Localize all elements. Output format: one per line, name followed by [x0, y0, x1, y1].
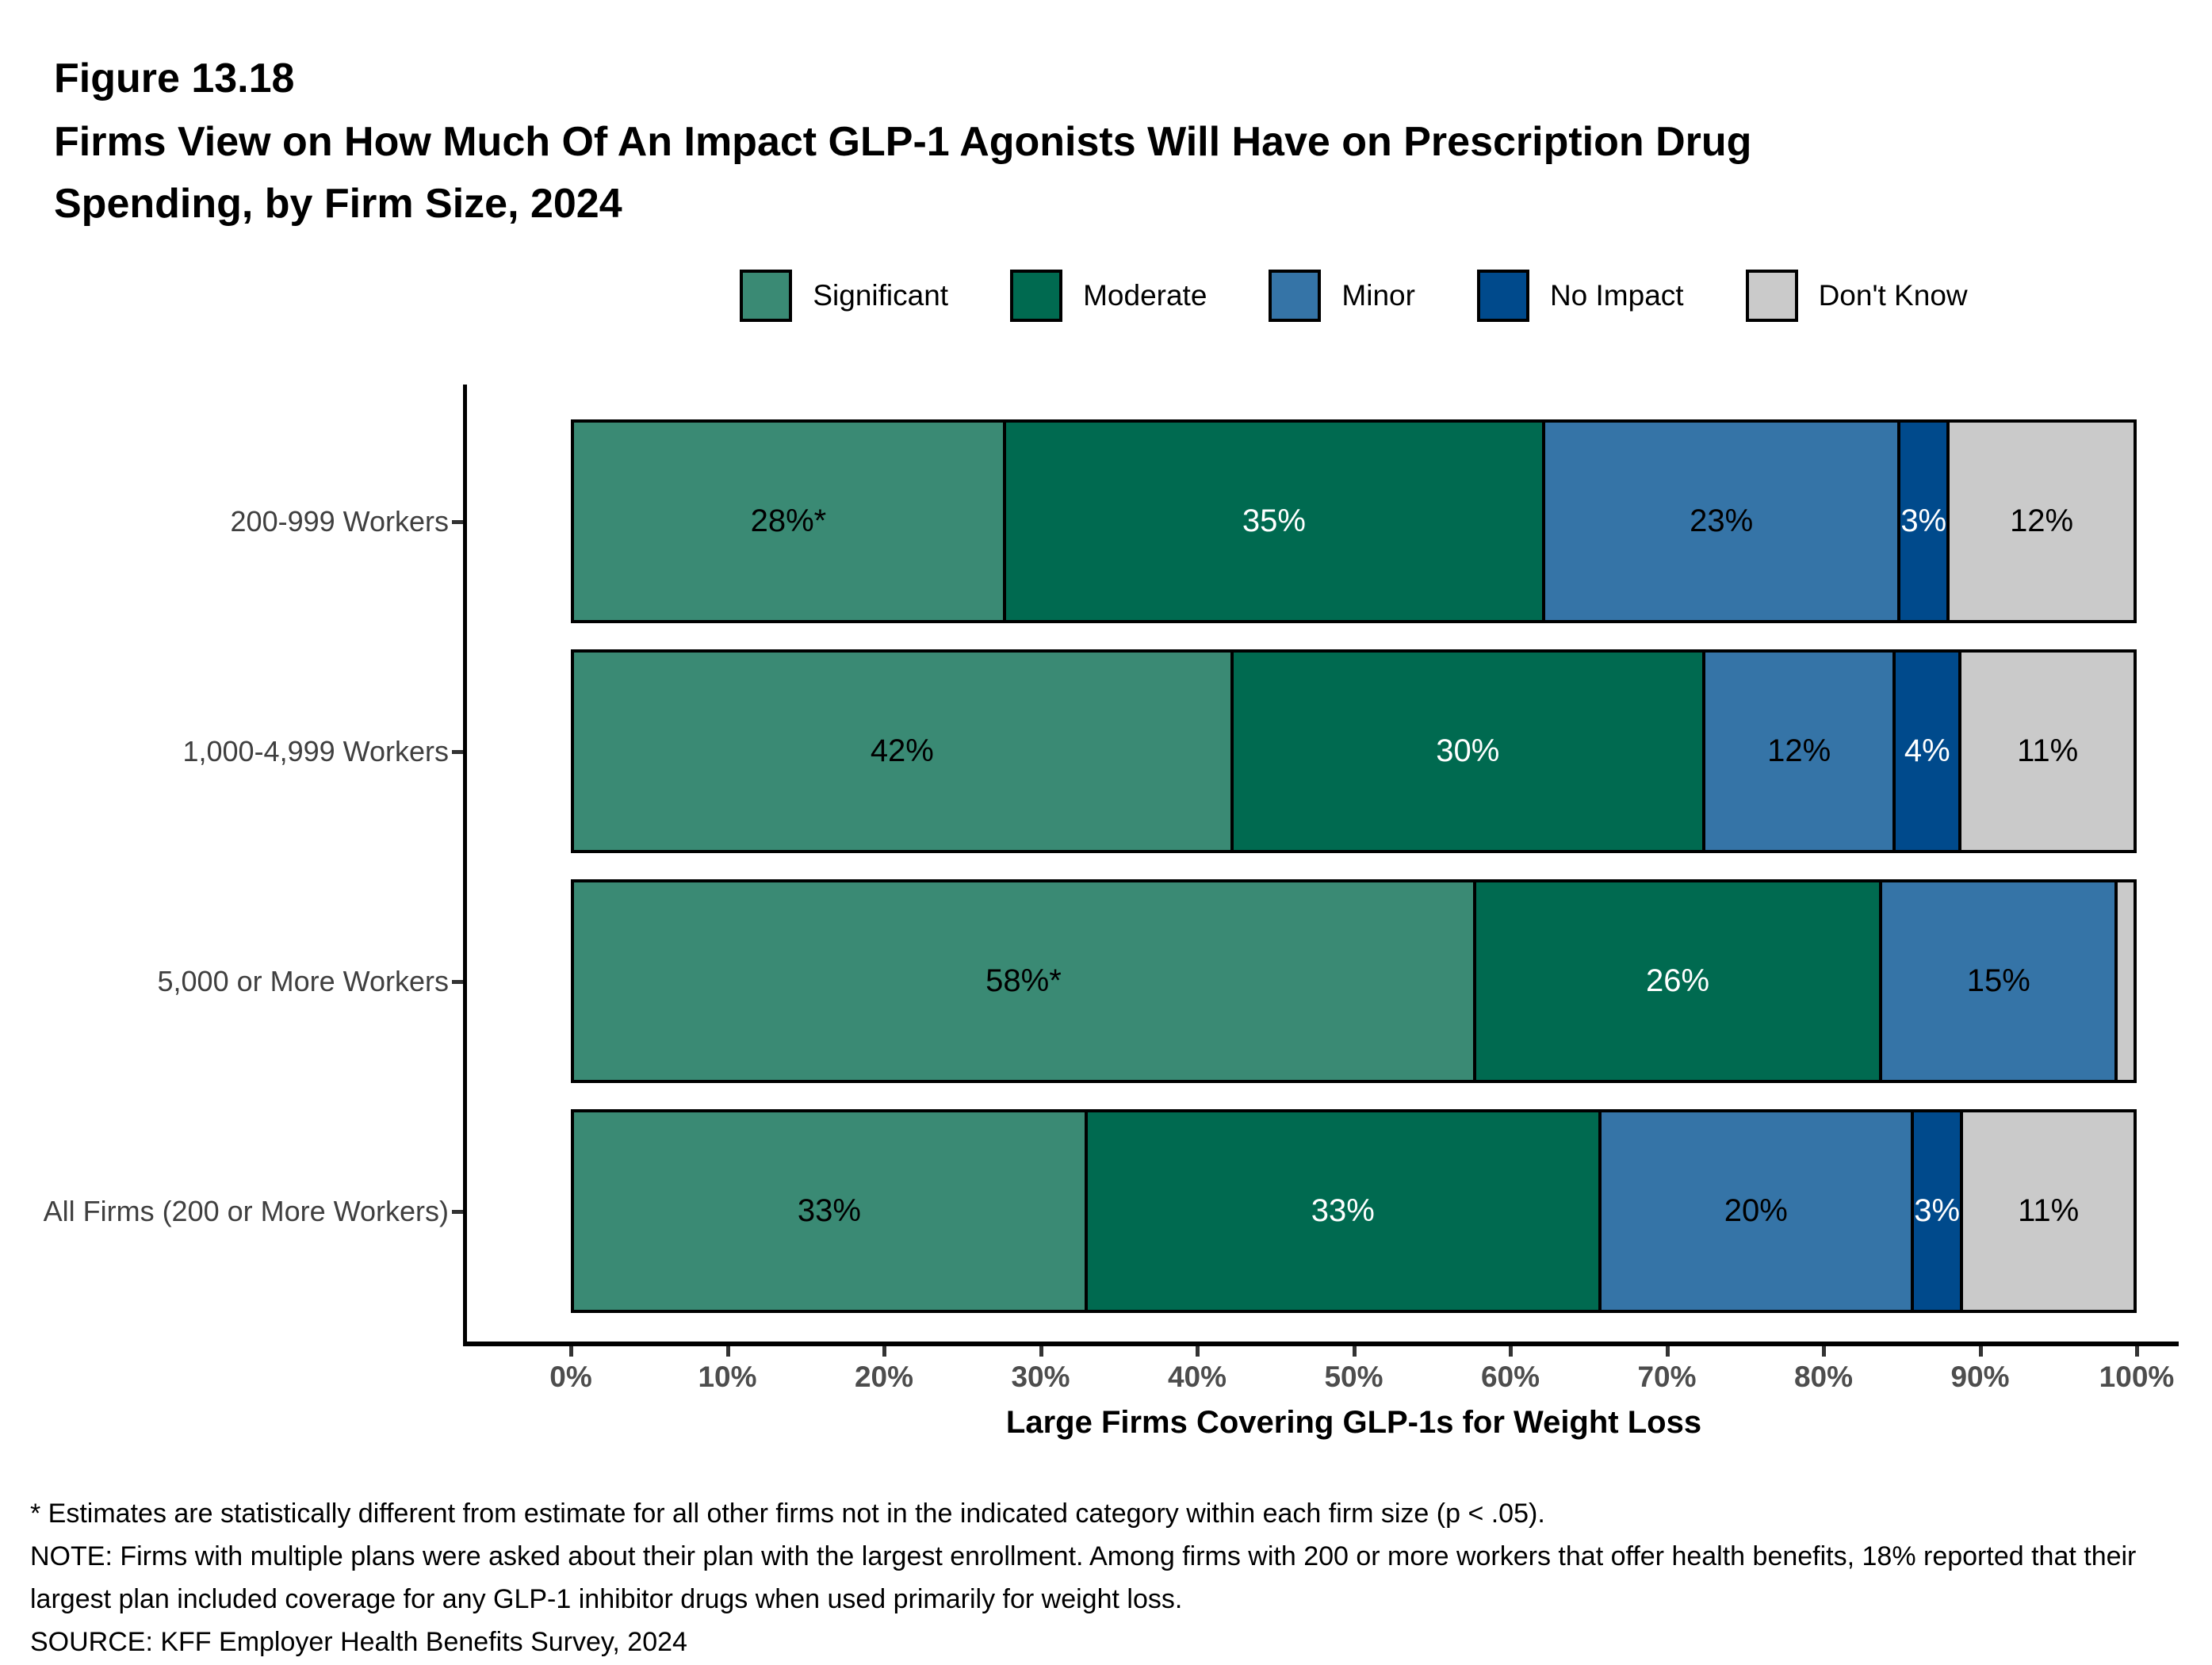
legend-swatch-minor — [1269, 270, 1322, 322]
bar-segment-moderate: 35% — [1002, 423, 1542, 620]
x-tick-label-0: 0% — [549, 1361, 592, 1393]
x-tick-40 — [1196, 1346, 1200, 1357]
figure-label: Figure 13.18 — [54, 56, 295, 101]
bar-segment-significant: 33% — [574, 1112, 1085, 1310]
footnote-source: SOURCE: KFF Employer Health Benefits Sur… — [30, 1627, 687, 1657]
x-tick-label-90: 90% — [1950, 1361, 2010, 1393]
legend-label-no-impact: No Impact — [1549, 279, 1684, 312]
bar-segment-no-impact: 4% — [1892, 653, 1959, 850]
bar-segment-significant: 42% — [574, 653, 1230, 850]
x-axis-line — [463, 1342, 2179, 1346]
legend-label-minor: Minor — [1341, 279, 1415, 312]
bar-value-label: 42% — [870, 733, 934, 768]
bar-segment-minor: 20% — [1598, 1112, 1911, 1310]
category-label-200-999-workers: 200-999 Workers — [230, 504, 449, 538]
x-tick-label-100: 100% — [2099, 1361, 2175, 1393]
y-axis-line — [463, 385, 467, 1345]
x-tick-0 — [569, 1346, 573, 1357]
legend-swatch-don-t-know — [1745, 270, 1798, 322]
bar-segment-minor: 12% — [1701, 653, 1893, 850]
chart-title-line-2: Spending, by Firm Size, 2024 — [54, 181, 622, 227]
bar-segment-no-impact: 3% — [1897, 423, 1947, 620]
bar-segment-don-t-know: 11% — [1958, 653, 2134, 850]
y-tick-200-999-workers — [452, 519, 463, 524]
bar-value-label: 4% — [1904, 733, 1950, 768]
x-tick-30 — [1039, 1346, 1043, 1357]
x-tick-10 — [725, 1346, 730, 1357]
bar-segment-significant: 58%* — [574, 882, 1473, 1080]
bar-row-1-000-4-999-workers: 42% 30% 12% 4% 11% — [571, 649, 2137, 853]
y-tick-1-000-4-999-workers — [452, 749, 463, 754]
bar-segment-minor: 23% — [1541, 423, 1898, 620]
bar-value-label: 12% — [1767, 733, 1831, 768]
x-tick-label-40: 40% — [1167, 1361, 1227, 1393]
bar-value-label: 23% — [1690, 503, 1754, 538]
x-tick-label-10: 10% — [698, 1361, 757, 1393]
bar-value-label: 3% — [1900, 503, 1947, 538]
legend-item-moderate: Moderate — [1010, 270, 1207, 322]
legend-label-don-t-know: Don't Know — [1818, 279, 1968, 312]
bar-value-label: 3% — [1914, 1193, 1961, 1228]
bar-segment-don-t-know: 12% — [1946, 423, 2134, 620]
footnote-note: NOTE: Firms with multiple plans were ask… — [30, 1541, 2137, 1614]
legend-swatch-no-impact — [1476, 270, 1529, 322]
legend-item-don-t-know: Don't Know — [1745, 270, 1968, 322]
legend-label-significant: Significant — [813, 279, 949, 312]
bar-value-label: 33% — [1311, 1193, 1375, 1228]
bar-row-200-999-workers: 28%* 35% 23% 3% 12% — [571, 419, 2137, 623]
y-tick-5-000-or-more-workers — [452, 979, 463, 984]
x-tick-label-60: 60% — [1480, 1361, 1540, 1393]
bar-segment-moderate: 30% — [1230, 653, 1702, 850]
bar-value-label: 58%* — [985, 963, 1062, 998]
x-tick-70 — [1665, 1346, 1670, 1357]
bar-segment-no-impact: 3% — [1910, 1112, 1961, 1310]
bar-value-label: 28%* — [750, 503, 827, 538]
bar-segment-significant: 28%* — [574, 423, 1003, 620]
y-tick-all-firms-200-or-more-workers — [452, 1209, 463, 1214]
title-block: Figure 13.18 Firms View on How Much Of A… — [54, 46, 1751, 235]
bar-value-label: 33% — [797, 1193, 861, 1228]
legend-item-no-impact: No Impact — [1476, 270, 1684, 322]
legend: Significant Moderate Minor No Impact Don't K… — [571, 270, 2137, 322]
x-tick-label-70: 70% — [1637, 1361, 1697, 1393]
x-tick-60 — [1509, 1346, 1513, 1357]
category-label-1-000-4-999-workers: 1,000-4,999 Workers — [182, 734, 449, 767]
legend-swatch-moderate — [1010, 270, 1063, 322]
bar-value-label: 20% — [1724, 1193, 1788, 1228]
bar-segment-moderate: 26% — [1472, 882, 1880, 1080]
bar-segment-minor: 15% — [1879, 882, 2115, 1080]
x-tick-50 — [1352, 1346, 1357, 1357]
legend-swatch-significant — [740, 270, 793, 322]
x-tick-label-50: 50% — [1324, 1361, 1383, 1393]
footnote-star: * Estimates are statistically different … — [30, 1498, 1545, 1529]
legend-item-significant: Significant — [740, 270, 948, 322]
bar-row-all-firms-200-or-more-workers: 33% 33% 20% 3% 11% — [571, 1109, 2137, 1313]
bar-value-label: 15% — [1966, 963, 2030, 998]
category-label-5-000-or-more-workers: 5,000 or More Workers — [157, 964, 449, 997]
x-tick-80 — [1822, 1346, 1826, 1357]
bar-segment-don-t-know: 11% — [1960, 1112, 2134, 1310]
x-tick-90 — [1978, 1346, 1983, 1357]
x-tick-label-30: 30% — [1011, 1361, 1070, 1393]
legend-item-minor: Minor — [1269, 270, 1415, 322]
bar-segment-don-t-know — [2114, 882, 2134, 1080]
chart-title-line-1: Firms View on How Much Of An Impact GLP-… — [54, 119, 1752, 165]
x-axis-title: Large Firms Covering GLP-1s for Weight L… — [1005, 1405, 1702, 1440]
x-tick-100 — [2135, 1346, 2139, 1357]
category-label-all-firms-200-or-more-workers: All Firms (200 or More Workers) — [43, 1194, 449, 1227]
x-tick-label-20: 20% — [854, 1361, 914, 1393]
legend-label-moderate: Moderate — [1083, 279, 1207, 312]
x-tick-label-80: 80% — [1793, 1361, 1854, 1393]
bar-segment-moderate: 33% — [1084, 1112, 1598, 1310]
bar-value-label: 35% — [1242, 503, 1306, 538]
bar-value-label: 11% — [2018, 1193, 2080, 1228]
footnotes: * Estimates are statistically different … — [30, 1492, 2176, 1663]
bar-row-5-000-or-more-workers: 58%* 26% 15% — [571, 879, 2137, 1083]
x-tick-20 — [882, 1346, 886, 1357]
bar-value-label: 26% — [1646, 963, 1710, 998]
bar-value-label: 12% — [2010, 503, 2074, 538]
bar-value-label: 11% — [2017, 733, 2079, 768]
bar-value-label: 30% — [1436, 733, 1500, 768]
